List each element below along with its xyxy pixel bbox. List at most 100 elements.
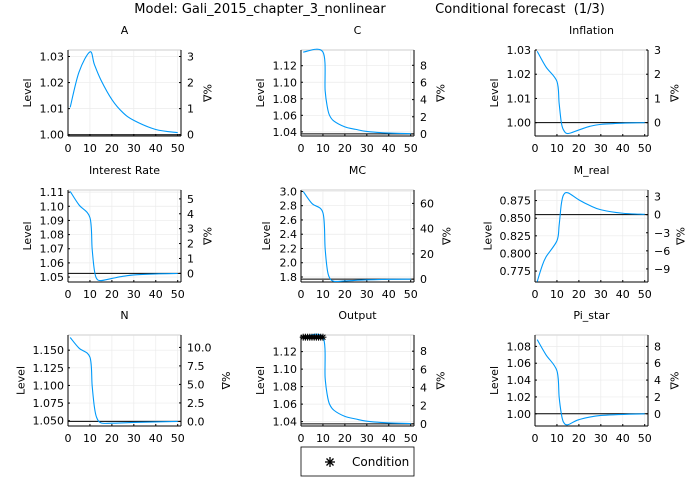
x-tick-label: 50 (638, 432, 652, 445)
x-tick-label: 30 (360, 288, 374, 301)
x-tick-label: 10 (83, 288, 97, 301)
series-line (69, 191, 178, 282)
y2-axis-label: %Δ (200, 84, 213, 102)
y2-axis-label: %Δ (433, 372, 446, 390)
figure-title-forecast: Conditional forecast (1/3) (435, 2, 605, 17)
subplot-title: MC (349, 164, 366, 177)
legend-label: Condition (352, 455, 409, 469)
x-tick-label: 40 (382, 288, 396, 301)
x-tick-label: 20 (105, 432, 119, 445)
subplot-title: N (120, 309, 128, 322)
star-stroke (326, 458, 334, 466)
x-tick-label: 0 (65, 142, 72, 155)
y2-tick-label: 0 (654, 408, 661, 421)
y-tick-label: 1.075 (33, 397, 65, 410)
subplot-n: N 0 10 20 30 40 50 1.050 1.075 1.100 1.125 1.150 0.0… (15, 309, 233, 445)
y2-axis-label: %Δ (667, 84, 680, 102)
y-tick-label: 1.06 (40, 257, 65, 270)
x-tick-label: 10 (316, 432, 330, 445)
y-tick-label: 0.825 (500, 230, 532, 243)
y-tick-label: 1.02 (507, 391, 532, 404)
y-tick-label: 1.10 (273, 363, 298, 376)
series-line (302, 191, 411, 283)
y-tick-label: 1.02 (40, 77, 65, 90)
y-tick-label: 1.08 (273, 381, 298, 394)
y-tick-label: 3.0 (280, 185, 298, 198)
y2-tick-label: 8 (420, 345, 427, 358)
x-tick-label: 30 (594, 288, 608, 301)
subplot-title: C (354, 24, 362, 37)
series-line (303, 48, 411, 135)
x-tick-label: 20 (338, 142, 352, 155)
y-tick-label: 1.06 (273, 398, 298, 411)
y-tick-label: 1.01 (507, 92, 532, 105)
x-tick-label: 30 (127, 142, 141, 155)
x-tick-label: 50 (171, 288, 185, 301)
y-tick-label: 1.09 (40, 214, 65, 227)
y2-tick-label: −3 (654, 227, 670, 240)
subplot-title: Inflation (569, 24, 614, 37)
y2-axis-label: %Δ (219, 372, 232, 390)
y2-tick-label: 5.0 (187, 378, 205, 391)
y2-tick-label: 4 (654, 374, 661, 387)
series-line (536, 339, 645, 426)
x-tick-label: 30 (360, 142, 374, 155)
y2-tick-label: 5 (187, 193, 194, 206)
y2-tick-label: 8 (420, 59, 427, 72)
x-tick-label: 40 (616, 142, 630, 155)
x-tick-label: 20 (338, 432, 352, 445)
x-tick-label: 50 (638, 288, 652, 301)
x-tick-label: 30 (594, 432, 608, 445)
star-stroke (320, 334, 326, 341)
y2-tick-label: −6 (654, 245, 670, 258)
y2-tick-label: 0.0 (187, 415, 205, 428)
x-tick-label: 0 (298, 142, 305, 155)
y2-tick-label: 2 (654, 391, 661, 404)
y-tick-label: 1.05 (40, 271, 65, 284)
x-tick-label: 10 (316, 142, 330, 155)
x-tick-label: 50 (404, 432, 418, 445)
y2-tick-label: 1 (187, 103, 194, 116)
y2-tick-label: 6 (420, 76, 427, 89)
y-tick-label: 2.2 (280, 242, 298, 255)
x-tick-label: 40 (382, 432, 396, 445)
x-tick-label: 0 (298, 288, 305, 301)
y-tick-label: 1.12 (273, 60, 298, 73)
x-tick-label: 0 (532, 432, 539, 445)
x-tick-label: 0 (65, 288, 72, 301)
y2-tick-label: 0 (187, 267, 194, 280)
y-tick-label: 0.875 (500, 195, 532, 208)
y2-tick-label: 0 (420, 128, 427, 141)
x-tick-label: 20 (572, 432, 586, 445)
y-tick-label: 2.8 (280, 200, 298, 213)
y2-tick-label: 2 (420, 111, 427, 124)
x-tick-label: 30 (127, 288, 141, 301)
x-tick-label: 20 (105, 288, 119, 301)
y-axis-label: Level (15, 366, 28, 395)
y-tick-label: 1.04 (273, 416, 298, 429)
y-tick-label: 1.07 (40, 243, 65, 256)
x-tick-label: 20 (572, 142, 586, 155)
y-tick-label: 0.850 (500, 212, 532, 225)
y-tick-label: 1.100 (33, 379, 65, 392)
y2-tick-label: 6 (654, 357, 661, 370)
y2-tick-label: 2.5 (187, 397, 205, 410)
y2-tick-label: 60 (420, 197, 434, 210)
y-tick-label: 1.10 (273, 76, 298, 89)
y2-tick-label: 40 (420, 223, 434, 236)
subplot-output: Output 0 10 20 30 40 50 1.04 1.06 1.08 1.10 1.12 0 2 4… (254, 309, 447, 445)
subplot-a: A 0 10 20 30 40 50 1.00 1.01 1.02 1.03 0 1 2 3 Level %Δ (21, 24, 214, 155)
x-tick-label: 0 (298, 432, 305, 445)
x-tick-label: 40 (149, 288, 163, 301)
x-tick-label: 10 (550, 142, 564, 155)
y-tick-label: 1.11 (40, 186, 65, 199)
x-tick-label: 50 (404, 288, 418, 301)
y2-tick-label: 4 (187, 208, 194, 221)
y-tick-label: 1.00 (40, 129, 65, 142)
x-tick-label: 30 (594, 142, 608, 155)
y-tick-label: 2.0 (280, 257, 298, 270)
y-tick-label: 1.02 (507, 68, 532, 81)
y2-tick-label: 6 (420, 363, 427, 376)
